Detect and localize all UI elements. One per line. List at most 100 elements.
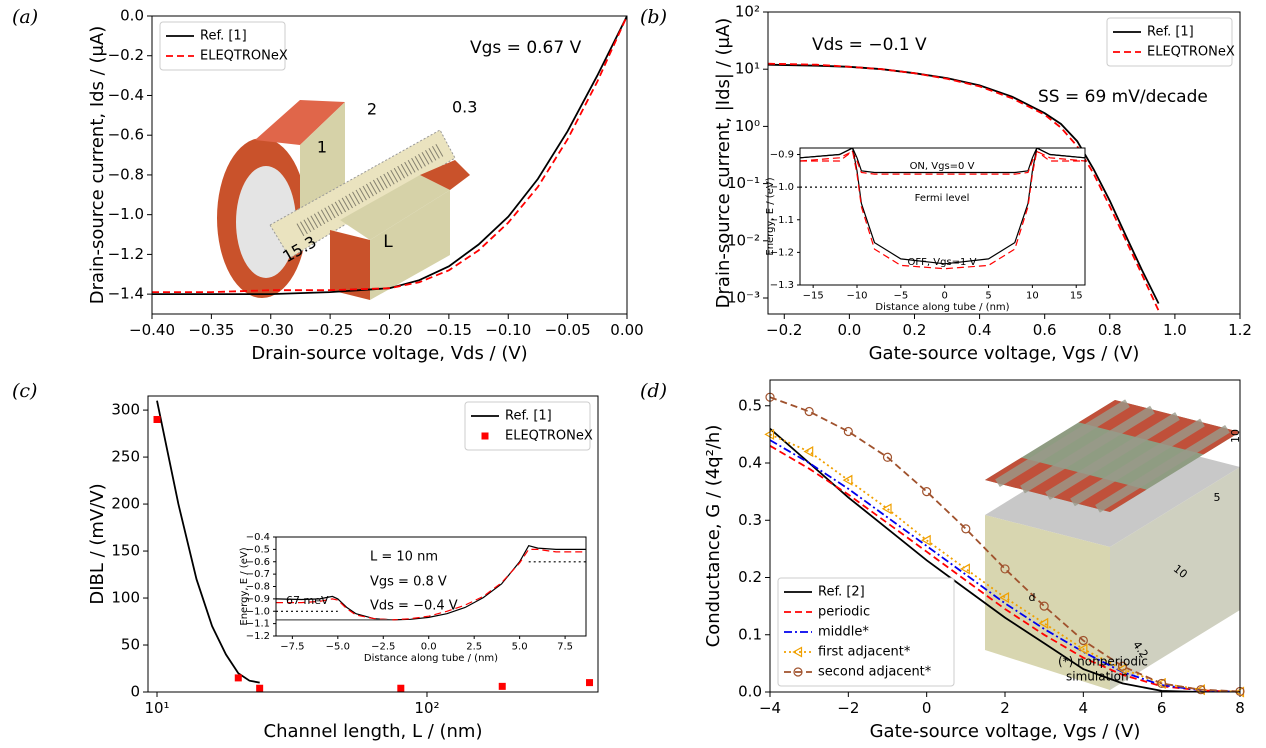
y-tick-label: 0.2 bbox=[738, 568, 762, 586]
y-tick-label: 0.5 bbox=[738, 396, 762, 414]
y-tick-label: 10¹ bbox=[735, 60, 760, 78]
x-tick-label: 0 bbox=[942, 291, 948, 302]
y-tick-label: 50 bbox=[121, 636, 140, 654]
annotation: d bbox=[1029, 591, 1036, 604]
y-tick-label: −0.2 bbox=[108, 46, 144, 64]
y-tick-label: −1.4 bbox=[108, 285, 144, 303]
data-point bbox=[499, 683, 506, 690]
y-tick-label: 0.1 bbox=[738, 625, 762, 643]
y-tick-label: 200 bbox=[111, 495, 140, 513]
panel-label: (c) bbox=[12, 380, 37, 402]
y-tick-label: −0.4 bbox=[108, 86, 144, 104]
x-tick-label: 4 bbox=[1079, 699, 1089, 717]
y-tick-label: 100 bbox=[111, 589, 140, 607]
x-tick-label: 6 bbox=[1157, 699, 1167, 717]
x-tick-label: 10¹ bbox=[144, 699, 169, 717]
x-tick-label: 0.4 bbox=[968, 321, 992, 339]
annotation: ON, Vgs=0 V bbox=[910, 161, 975, 172]
x-tick-label: 5 bbox=[985, 291, 991, 302]
x-tick-label: 8 bbox=[1235, 699, 1245, 717]
y-tick-label: 0.0 bbox=[120, 7, 144, 25]
x-tick-label: 1.2 bbox=[1228, 321, 1252, 339]
panel-label: (d) bbox=[640, 380, 667, 402]
x-tick-label: 1.0 bbox=[1163, 321, 1187, 339]
legend-label: Ref. [1] bbox=[505, 409, 552, 424]
annotation: simulation bbox=[1066, 670, 1129, 684]
legend-label: first adjacent* bbox=[818, 645, 911, 660]
y-tick-label: 10² bbox=[735, 3, 760, 21]
data-point bbox=[256, 685, 263, 692]
x-tick-label: −0.10 bbox=[485, 321, 531, 339]
annotation: Vgs = 0.67 V bbox=[470, 38, 582, 58]
y-axis-label: Energy, E / (eV) bbox=[239, 547, 250, 625]
y-tick-label: 0.0 bbox=[738, 683, 762, 701]
y-tick-label: −0.6 bbox=[108, 126, 144, 144]
legend-label: ELEQTRONeX bbox=[1147, 45, 1235, 60]
y-tick-label: −1.2 bbox=[108, 245, 144, 263]
y-tick-label: 300 bbox=[111, 401, 140, 419]
x-tick-label: 0.8 bbox=[1098, 321, 1122, 339]
annotation: (*) nonperiodic bbox=[1058, 655, 1148, 669]
annotation: L bbox=[383, 232, 393, 252]
annotation: Fermi level bbox=[915, 193, 970, 204]
legend-label: middle* bbox=[818, 625, 869, 640]
annotation: Vgs = 0.8 V bbox=[370, 575, 447, 590]
y-axis-label: Drain-source current, |Ids| / (μA) bbox=[713, 18, 734, 309]
annotation: SS = 69 mV/decade bbox=[1038, 87, 1208, 107]
annotation: 67 meV bbox=[286, 594, 329, 607]
annotation: Vds = −0.4 V bbox=[370, 599, 458, 614]
x-axis-label: Drain-source voltage, Vds / (V) bbox=[251, 343, 527, 364]
y-axis-label: Conductance, G / (4q²/h) bbox=[703, 425, 724, 648]
annotation: 5 bbox=[1214, 491, 1221, 504]
x-tick-label: −5.0 bbox=[326, 642, 350, 653]
x-tick-label: 7.5 bbox=[557, 642, 573, 653]
x-axis-label: Gate-source voltage, Vgs / (V) bbox=[870, 721, 1141, 742]
y-axis-label: DIBL / (mV/V) bbox=[87, 483, 108, 604]
y-tick-label: −1.2 bbox=[246, 631, 270, 642]
data-point bbox=[397, 685, 404, 692]
x-axis-label: Distance along tube / (nm) bbox=[364, 653, 498, 664]
x-tick-label: −0.2 bbox=[766, 321, 802, 339]
panel-label: (b) bbox=[640, 6, 667, 28]
x-tick-label: −0.35 bbox=[188, 321, 234, 339]
legend-label: periodic bbox=[818, 605, 870, 620]
x-tick-label: 2.5 bbox=[466, 642, 482, 653]
y-tick-label: −1.0 bbox=[108, 205, 144, 223]
x-tick-label: 2 bbox=[1000, 699, 1010, 717]
legend-marker bbox=[482, 433, 489, 440]
y-tick-label: 0.3 bbox=[738, 511, 762, 529]
y-tick-label: 0 bbox=[130, 683, 140, 701]
x-tick-label: 0.00 bbox=[610, 321, 643, 339]
x-tick-label: −0.05 bbox=[545, 321, 591, 339]
legend-label: Ref. [1] bbox=[1147, 25, 1194, 40]
x-tick-label: 15 bbox=[1070, 291, 1083, 302]
annotation: 2 bbox=[367, 100, 377, 119]
annotation: OFF, Vgs=1 V bbox=[908, 257, 977, 268]
x-axis-label: Distance along tube / (nm) bbox=[875, 302, 1009, 313]
x-tick-label: −0.25 bbox=[307, 321, 353, 339]
x-axis-label: Gate-source voltage, Vgs / (V) bbox=[869, 343, 1140, 364]
annotation: 0.3 bbox=[452, 98, 477, 117]
y-axis-label: Energy, E / (eV) bbox=[765, 177, 776, 255]
legend-label: Ref. [1] bbox=[200, 29, 247, 44]
x-tick-label: 5.0 bbox=[512, 642, 528, 653]
x-tick-label: −0.30 bbox=[248, 321, 294, 339]
annotation: 10 bbox=[1229, 429, 1242, 443]
x-tick-label: −5 bbox=[893, 291, 908, 302]
x-tick-label: −15 bbox=[803, 291, 824, 302]
legend-label: ELEQTRONeX bbox=[200, 49, 288, 64]
x-tick-label: −2.5 bbox=[371, 642, 395, 653]
y-tick-label: −0.8 bbox=[108, 165, 144, 183]
data-point bbox=[235, 674, 242, 681]
x-tick-label: −2 bbox=[837, 699, 859, 717]
x-tick-label: 0.0 bbox=[837, 321, 861, 339]
data-point bbox=[586, 679, 593, 686]
annotation: 1 bbox=[317, 138, 327, 157]
y-tick-label: 250 bbox=[111, 448, 140, 466]
annotation: L = 10 nm bbox=[370, 550, 438, 565]
y-tick-label: −0.9 bbox=[770, 150, 794, 161]
y-tick-label: −1.3 bbox=[770, 280, 794, 291]
data-point bbox=[154, 416, 161, 423]
x-tick-label: −4 bbox=[759, 699, 781, 717]
legend-label: second adjacent* bbox=[818, 665, 932, 680]
